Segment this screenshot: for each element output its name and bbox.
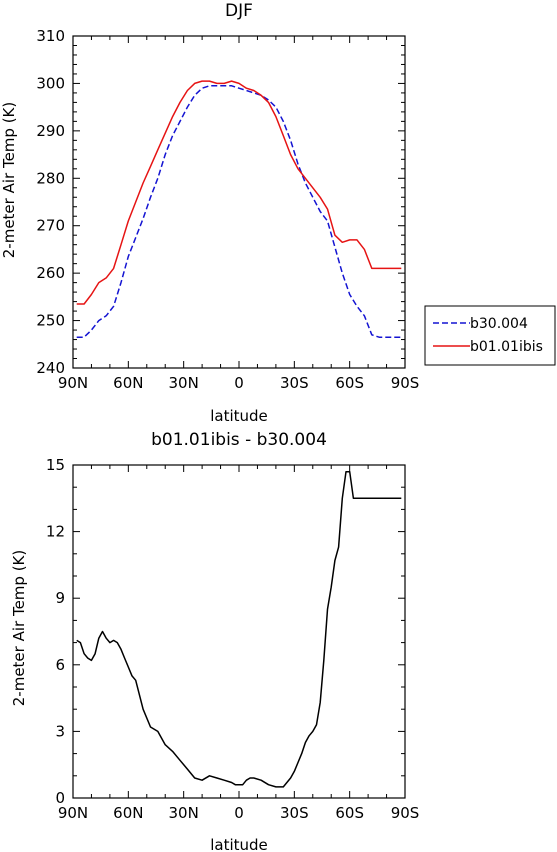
y-tick-label: 240 — [36, 359, 65, 377]
x-tick-label: 30S — [280, 374, 309, 392]
x-axis-label: latitude — [210, 836, 268, 852]
y-tick-label: 250 — [36, 312, 65, 330]
difference-chart: b01.01ibis - b30.004 90N 60N 30N 0 30S 60S 90S… — [10, 430, 419, 852]
chart-title: DJF — [225, 1, 253, 21]
y-tick-label: 280 — [36, 169, 65, 187]
x-tick-label: 90N — [58, 374, 88, 392]
y-tick-label: 0 — [55, 789, 65, 807]
axis-ticks: 90N 60N 30N 0 30S 60S 90S 240 250 260 270 280 290 300… — [36, 27, 419, 392]
plot-frame — [72, 35, 406, 369]
x-axis-label: latitude — [210, 407, 268, 425]
y-axis-label: 2-meter Air Temp (K) — [10, 550, 28, 707]
temperature-chart: DJF 90N 60N 30N 0 30S 60S 90S 240 250 260 270 280 29… — [0, 1, 556, 425]
series-line-b30-004 — [76, 85, 402, 338]
y-tick-label: 3 — [55, 722, 65, 740]
x-tick-label: 90S — [391, 804, 420, 822]
y-tick-label: 310 — [36, 27, 65, 45]
x-tick-label: 30S — [280, 804, 309, 822]
x-tick-label: 30N — [169, 804, 199, 822]
x-tick-label: 30N — [169, 374, 199, 392]
legend-box — [424, 305, 556, 366]
series-lines — [76, 80, 402, 338]
y-axis-label: 2-meter Air Temp (K) — [0, 102, 18, 259]
x-tick-label: 0 — [234, 374, 244, 392]
plot-area — [72, 464, 406, 799]
x-tick-label: 0 — [234, 804, 244, 822]
y-tick-label: 6 — [55, 656, 65, 674]
x-tick-label: 90N — [58, 804, 88, 822]
series-line-b01-01ibis — [76, 80, 402, 305]
y-tick-label: 9 — [55, 589, 65, 607]
legend-label-b01-01ibis: b01.01ibis — [470, 339, 543, 355]
series-lines — [76, 470, 402, 788]
legend-label-b30-004: b30.004 — [470, 316, 528, 332]
series-line-difference — [76, 470, 402, 788]
y-tick-label: 300 — [36, 74, 65, 92]
x-tick-label: 60N — [113, 374, 143, 392]
y-tick-label: 12 — [46, 523, 65, 541]
axis-ticks: 90N 60N 30N 0 30S 60S 90S 0 3 6 9 12 15 — [46, 456, 419, 822]
x-tick-label: 90S — [391, 374, 420, 392]
x-tick-label: 60N — [113, 804, 143, 822]
y-tick-label: 260 — [36, 264, 65, 282]
plot-area — [72, 35, 406, 369]
y-tick-label: 15 — [46, 456, 65, 474]
chart-title: b01.01ibis - b30.004 — [151, 430, 327, 450]
y-tick-label: 270 — [36, 217, 65, 235]
x-tick-label: 60S — [335, 374, 364, 392]
plot-frame — [72, 464, 406, 799]
y-tick-label: 290 — [36, 122, 65, 140]
legend: b30.004 b01.01ibis — [424, 305, 556, 366]
x-tick-label: 60S — [335, 804, 364, 822]
